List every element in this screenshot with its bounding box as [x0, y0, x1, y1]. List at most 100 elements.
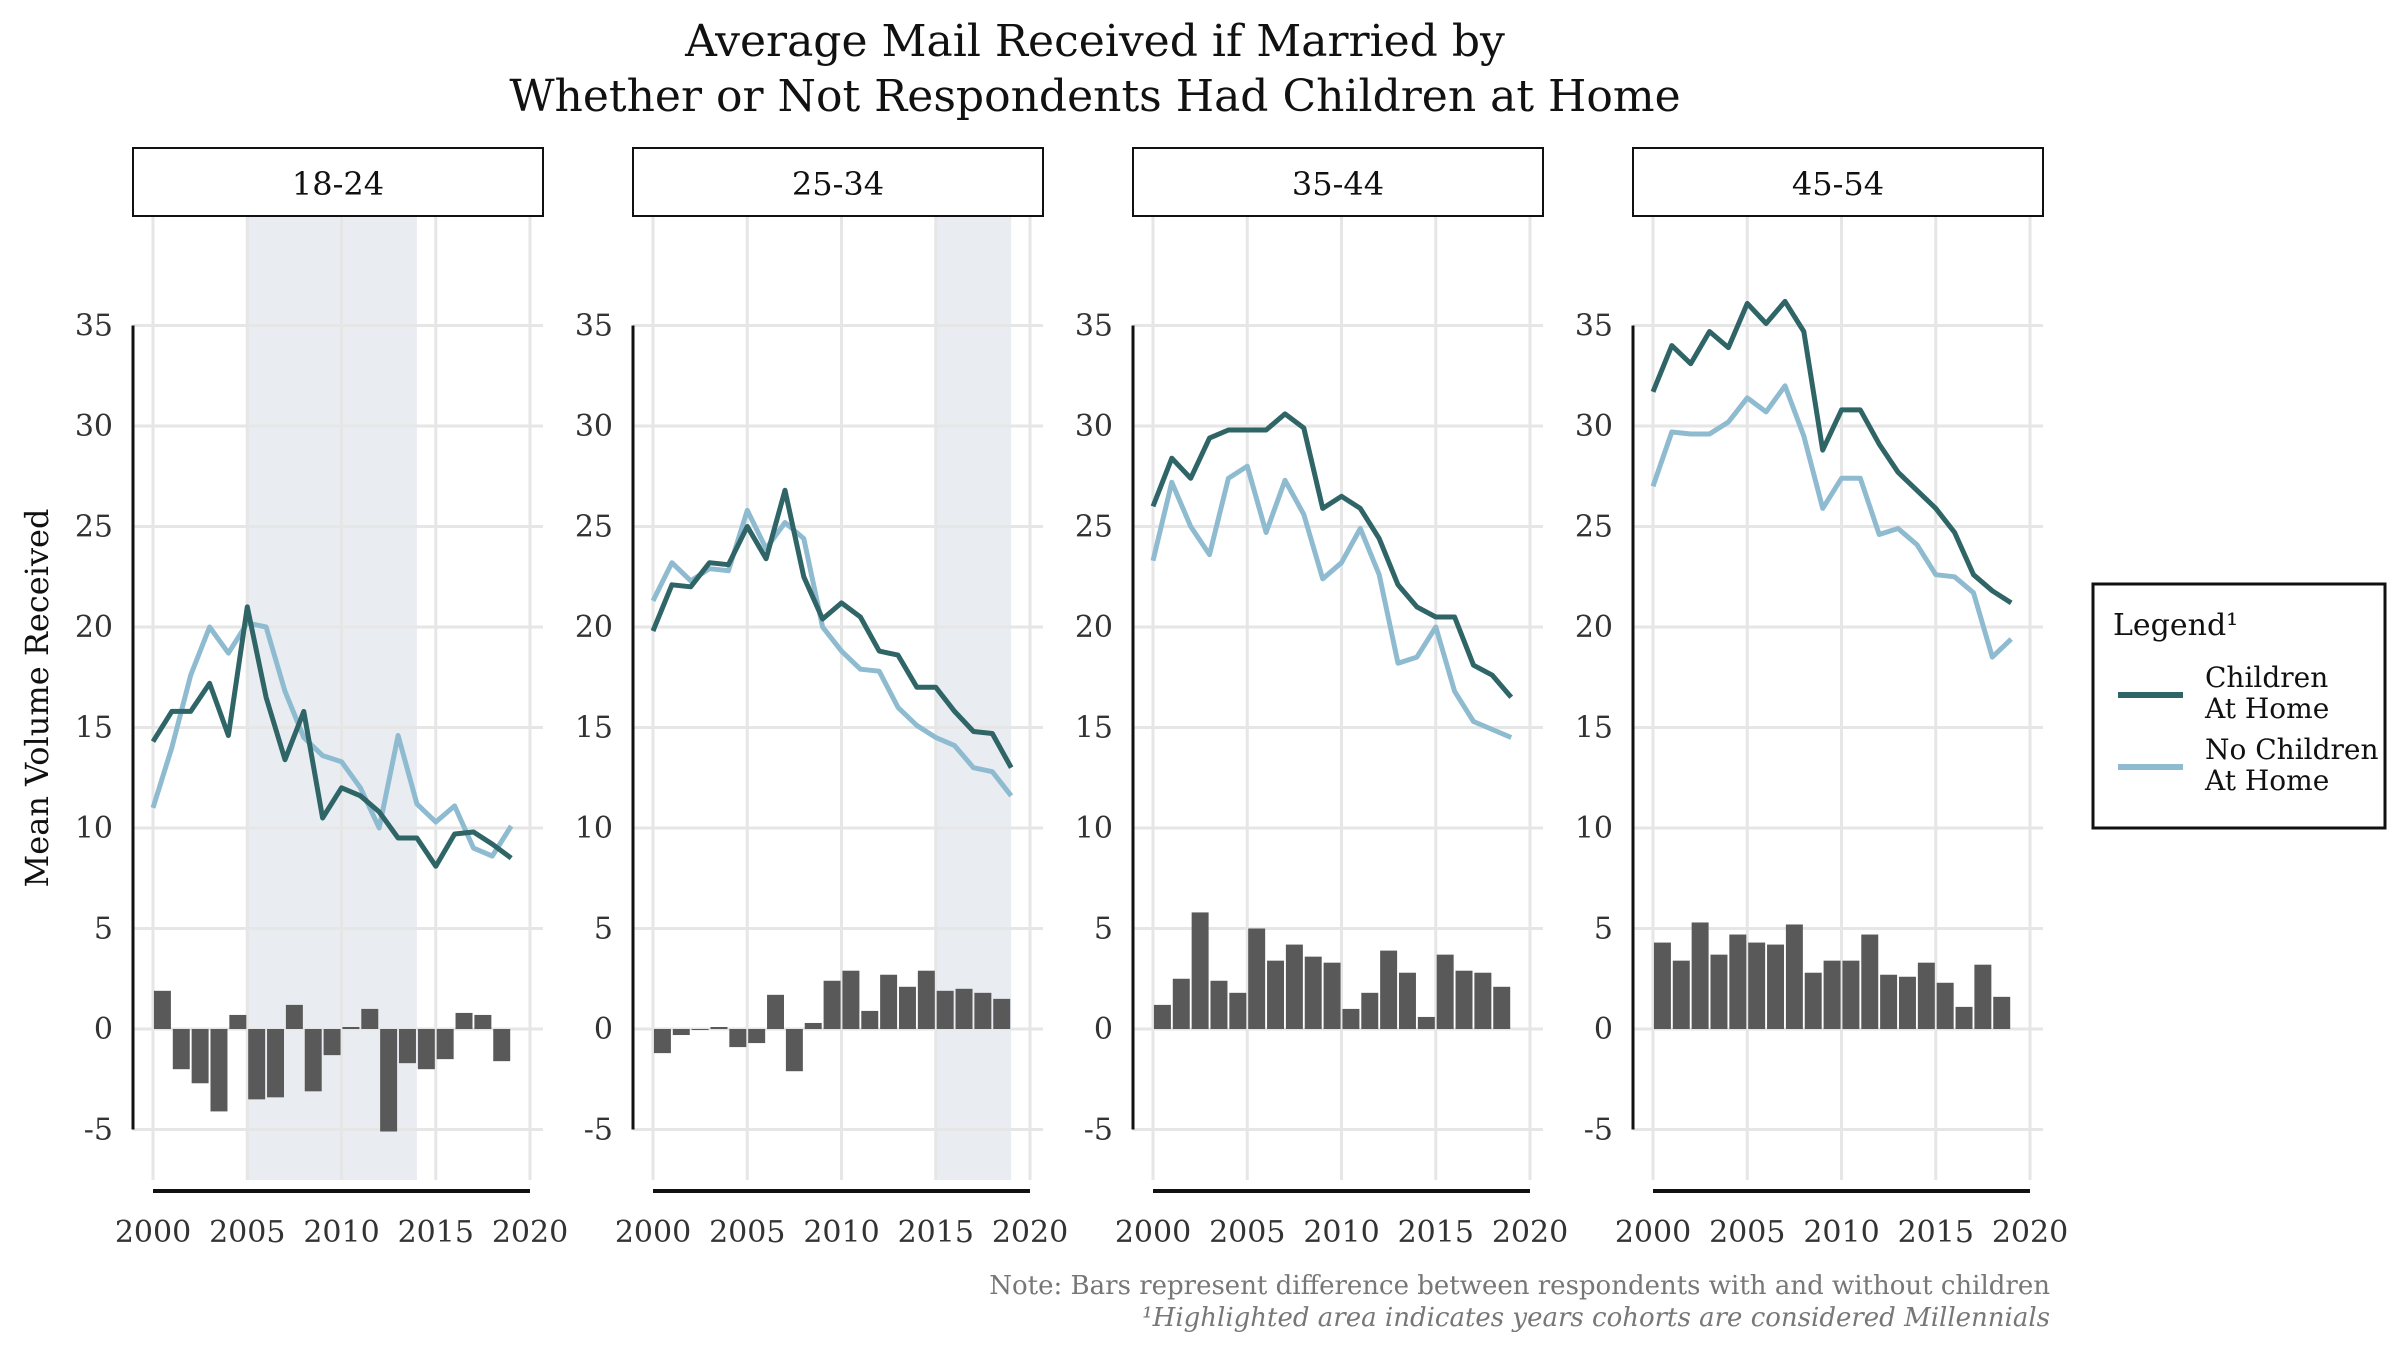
facet-panel-45-54: 45-54 -5 0 5 10 15 20 25 30 35 2000 2005 2010 2015 202… — [1575, 147, 2068, 1250]
y-axis-label: Mean Volume Received — [18, 509, 56, 888]
difference-bar — [1691, 922, 1709, 1029]
difference-bar — [1436, 954, 1454, 1029]
difference-bar — [917, 970, 935, 1029]
difference-bar — [304, 1029, 322, 1092]
difference-bar — [285, 1004, 303, 1029]
y-tick-label: 30 — [1075, 409, 1113, 444]
facet-strip — [632, 147, 1044, 217]
series-line-children — [650, 487, 1014, 769]
difference-bar — [1823, 960, 1841, 1029]
y-tick-label: -5 — [84, 1113, 113, 1148]
x-tick-label: 2010 — [1803, 1215, 1879, 1250]
difference-bar — [748, 1029, 766, 1044]
difference-bar — [1842, 960, 1860, 1029]
x-tick-label: 2020 — [1492, 1215, 1568, 1250]
y-tick-label: 30 — [1575, 409, 1613, 444]
x-tick-label: 2020 — [1992, 1215, 2068, 1250]
difference-bar — [1898, 976, 1916, 1029]
x-tick-label: 2015 — [898, 1215, 974, 1250]
difference-bar — [898, 986, 916, 1029]
note-line-1: Note: Bars represent difference between … — [989, 1271, 2050, 1301]
difference-bar — [1767, 944, 1785, 1029]
x-tick-label: 2015 — [398, 1215, 474, 1250]
facet-strip — [1632, 147, 2044, 217]
difference-bar — [361, 1008, 379, 1029]
difference-bar — [653, 1029, 671, 1054]
difference-bar — [1172, 978, 1190, 1029]
y-tick-label: -5 — [584, 1113, 613, 1148]
difference-bar — [1267, 960, 1285, 1029]
y-tick-label: 20 — [1575, 610, 1613, 645]
difference-bar — [1493, 986, 1511, 1029]
difference-bar — [455, 1012, 473, 1029]
x-tick-label: 2000 — [1115, 1215, 1191, 1250]
y-tick-label: 10 — [75, 811, 113, 846]
difference-bar — [1672, 960, 1690, 1029]
difference-bar — [880, 974, 898, 1029]
legend-label: No Children — [2205, 733, 2379, 766]
difference-bar — [804, 1022, 822, 1029]
y-tick-label: 25 — [75, 510, 113, 545]
difference-bar — [1342, 1008, 1360, 1029]
difference-bar — [493, 1029, 511, 1062]
difference-bar — [1210, 980, 1228, 1029]
y-tick-label: 25 — [1575, 510, 1613, 545]
difference-bar — [1248, 928, 1266, 1029]
difference-bar — [1304, 956, 1322, 1029]
difference-bar — [861, 1010, 879, 1029]
difference-bar — [1153, 1004, 1171, 1029]
note-line-2: ¹Highlighted area indicates years cohort… — [1142, 1303, 2050, 1333]
y-tick-label: 5 — [94, 912, 113, 947]
y-tick-label: 5 — [1094, 912, 1113, 947]
difference-bar — [672, 1029, 690, 1036]
difference-bar — [153, 990, 171, 1029]
difference-bar — [323, 1029, 341, 1056]
facet-panel-18-24: 18-24 -5 0 5 10 15 20 25 30 35 2000 2005 2010 2015 202… — [75, 147, 568, 1250]
difference-bar — [823, 980, 841, 1029]
difference-bar — [380, 1029, 398, 1132]
difference-bar — [1917, 962, 1935, 1029]
y-tick-label: 15 — [75, 711, 113, 746]
x-tick-label: 2010 — [1303, 1215, 1379, 1250]
y-tick-label: 35 — [1075, 309, 1113, 344]
legend-title: Legend¹ — [2113, 608, 2238, 643]
y-tick-label: 20 — [75, 610, 113, 645]
difference-bar — [1974, 964, 1992, 1029]
difference-bar — [1229, 992, 1247, 1029]
x-tick-label: 2000 — [115, 1215, 191, 1250]
x-tick-label: 2015 — [1898, 1215, 1974, 1250]
y-tick-label: 0 — [1094, 1012, 1113, 1047]
y-tick-label: 25 — [575, 510, 613, 545]
difference-bar — [1710, 954, 1728, 1029]
difference-bar — [474, 1014, 492, 1029]
difference-bar — [417, 1029, 435, 1070]
y-tick-label: 10 — [1575, 811, 1613, 846]
chart-title-line-2: Whether or Not Respondents Had Children … — [509, 71, 1680, 122]
difference-bar — [210, 1029, 228, 1112]
x-tick-label: 2000 — [1615, 1215, 1691, 1250]
difference-bar — [767, 994, 785, 1029]
y-tick-label: 0 — [1594, 1012, 1613, 1047]
difference-bar — [1380, 950, 1398, 1029]
y-tick-label: -5 — [1584, 1113, 1613, 1148]
legend-label: At Home — [2204, 764, 2329, 797]
difference-bar — [1361, 992, 1379, 1029]
y-tick-label: 10 — [1075, 811, 1113, 846]
difference-bar — [229, 1014, 247, 1029]
series-line-no-children — [1650, 383, 2013, 660]
difference-bar — [1880, 974, 1898, 1029]
difference-bar — [1748, 942, 1766, 1029]
difference-bar — [842, 970, 860, 1029]
facet-strip-label: 35-44 — [1292, 165, 1384, 203]
difference-bar — [955, 988, 973, 1029]
y-tick-label: 20 — [1075, 610, 1113, 645]
y-tick-label: 30 — [75, 409, 113, 444]
y-tick-label: 15 — [1075, 711, 1113, 746]
difference-bar — [342, 1026, 360, 1029]
difference-bar — [1993, 996, 2011, 1029]
difference-bar — [172, 1029, 190, 1070]
y-tick-label: 15 — [575, 711, 613, 746]
difference-bar — [1285, 944, 1303, 1029]
